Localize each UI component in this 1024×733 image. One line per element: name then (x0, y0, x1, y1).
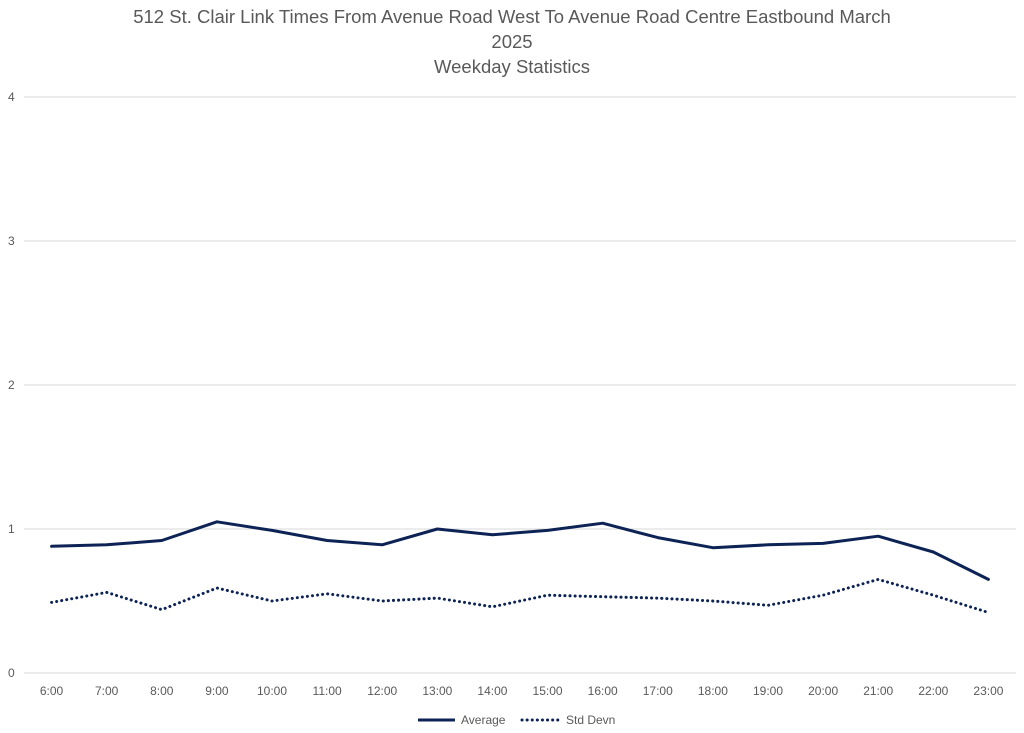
x-tick-label: 7:00 (95, 684, 119, 698)
legend-label: Average (461, 713, 506, 727)
x-tick-label: 17:00 (643, 684, 673, 698)
x-tick-label: 11:00 (313, 684, 342, 698)
legend: Average Std Devn (418, 713, 615, 727)
x-tick-label: 15:00 (533, 684, 563, 698)
chart-title-line-1: 512 St. Clair Link Times From Avenue Roa… (133, 6, 891, 27)
x-tick-label: 16:00 (588, 684, 618, 698)
y-tick-label: 1 (8, 522, 15, 536)
x-tick-label: 20:00 (808, 684, 838, 698)
x-tick-label: 12:00 (367, 684, 397, 698)
y-tick-label: 2 (8, 378, 15, 392)
chart-subtitle: Weekday Statistics (434, 56, 590, 77)
x-tick-label: 22:00 (918, 684, 948, 698)
x-tick-label: 19:00 (753, 684, 783, 698)
chart-title: 512 St. Clair Link Times From Avenue Roa… (112, 4, 912, 79)
x-tick-label: 18:00 (698, 684, 728, 698)
gridlines (24, 96, 1016, 674)
y-tick-label: 0 (8, 666, 15, 680)
legend-label: Std Devn (566, 713, 615, 727)
x-tick-label: 6:00 (40, 684, 64, 698)
y-tick-label: 3 (8, 234, 15, 248)
x-tick-label: 21:00 (863, 684, 893, 698)
x-tick-label: 13:00 (422, 684, 452, 698)
x-tick-label: 10:00 (257, 684, 287, 698)
x-axis-ticks: 6:00 7:00 8:00 9:00 10:00 11:00 12:00 13:00 14:0… (40, 684, 1004, 698)
y-tick-label: 4 (8, 90, 15, 104)
x-tick-label: 9:00 (205, 684, 229, 698)
y-axis-ticks: 0 1 2 3 4 (8, 90, 15, 680)
series-line-average (50, 520, 990, 581)
x-tick-label: 23:00 (973, 684, 1003, 698)
chart-title-line-2: 2025 (491, 31, 533, 52)
x-tick-label: 14:00 (477, 684, 507, 698)
series-lines (50, 520, 990, 614)
series-line-std-devn (50, 577, 990, 614)
x-tick-label: 8:00 (150, 684, 174, 698)
